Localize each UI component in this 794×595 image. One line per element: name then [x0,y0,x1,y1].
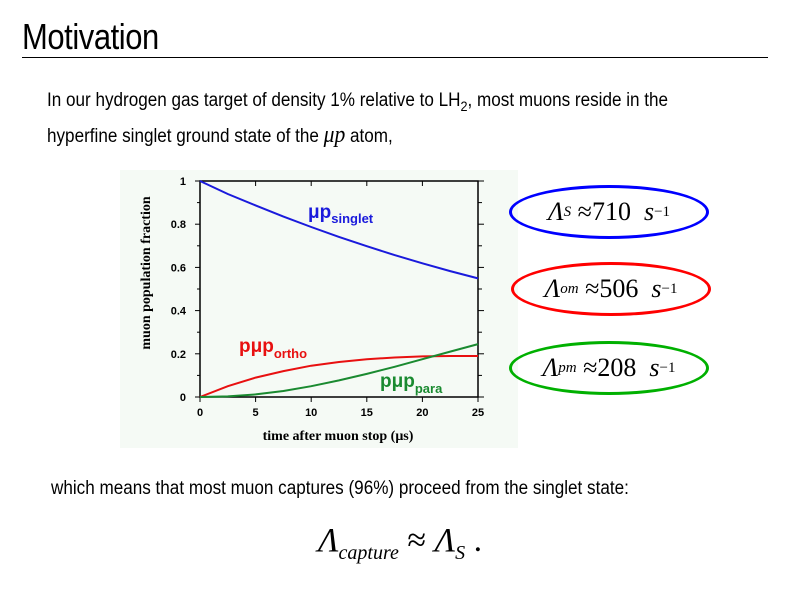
capture-equation: Λcapture ≈ ΛS . [318,522,483,564]
intro-text: In our hydrogen gas target of density 1%… [47,90,461,111]
x-tick-label: 20 [416,407,428,419]
y-axis-label: muon population fraction [139,196,154,349]
x-tick-label: 0 [197,407,203,419]
muonic-atom-symbol: μp [323,122,346,148]
x-tick-label: 25 [472,407,484,419]
x-tick-label: 10 [305,407,317,419]
intro-line-2: hyperfine singlet ground state of the μp… [47,122,393,149]
intro-line-1: In our hydrogen gas target of density 1%… [47,90,668,114]
x-axis-label: time after muon stop (μs) [263,429,414,444]
intro-text-end: , most muons reside in the [467,90,669,111]
y-tick-label: 0 [180,392,186,404]
intro-subscript: 2 [460,97,468,114]
y-tick-label: 0.6 [171,262,186,274]
series-line-singlet [199,180,479,280]
y-tick-label: 0.2 [171,349,186,361]
intro-text-2: hyperfine singlet ground state of the [47,126,324,147]
series-line-para [199,343,479,398]
legend-ortho: pμportho [239,336,307,361]
legend-singlet: μpsinglet [308,202,374,226]
x-tick-label: 5 [253,407,259,419]
population-chart-svg: 0 5 10 15 20 25 0 0.2 0.4 0.6 0.8 1 muon population… [139,176,484,444]
y-tick-label: 0.4 [171,306,187,318]
title-divider [22,57,768,58]
intro-text-2-end: atom, [345,126,393,147]
x-tick-label: 15 [361,407,373,419]
slide-title: Motivation [22,16,159,57]
population-chart: 0 5 10 15 20 25 0 0.2 0.4 0.6 0.8 1 muon population… [120,170,518,448]
y-tick-label: 0.8 [171,219,186,231]
legend-para: pμppara [380,371,443,396]
conclusion-text: which means that most muon captures (96%… [51,478,629,499]
y-tick-label: 1 [180,176,186,188]
